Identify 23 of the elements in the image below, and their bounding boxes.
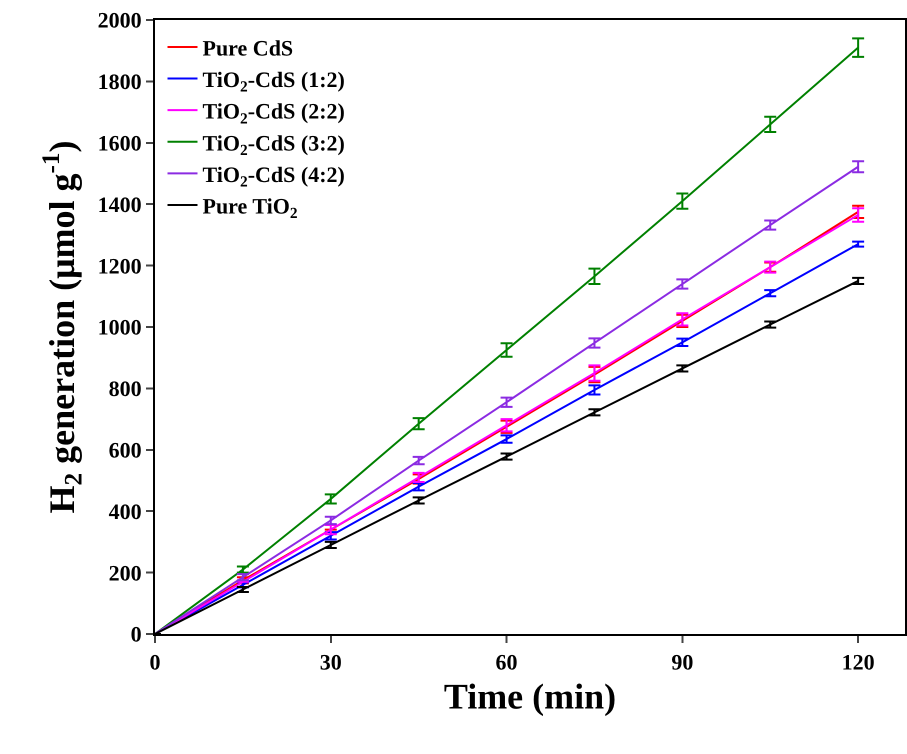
legend-label: TiO$_{2}$-CdS (2:2) [202, 98, 345, 128]
legend-label: TiO$_{2}$-CdS (3:2) [202, 130, 345, 159]
y-tick-label: 600 [108, 438, 142, 462]
x-axis-title: Time (min) [444, 676, 616, 717]
legend-label: TiO$_{2}$-CdS (1:2) [202, 67, 345, 96]
y-tick-label: 1600 [98, 130, 142, 156]
y-tick-label: 0 [130, 622, 142, 647]
x-tick-label: 30 [320, 649, 342, 674]
y-tick-label: 2000 [98, 8, 142, 33]
y-tick-label: 800 [108, 376, 142, 402]
y-tick-label: 1400 [98, 192, 142, 217]
y-tick-label: 1000 [98, 314, 142, 340]
x-tick-label: 0 [150, 649, 160, 674]
y-tick-label: 1200 [98, 253, 142, 278]
y-tick-label: 400 [108, 498, 142, 524]
y-tick-label: 1800 [98, 69, 142, 94]
x-tick-label: 120 [842, 649, 875, 674]
x-tick-label: 60 [496, 649, 518, 674]
legend-label: Pure TiO$_{2}$ [202, 194, 298, 222]
legend-label: TiO$_{2}$-CdS (4:2) [202, 162, 345, 191]
x-tick-label: 90 [671, 649, 694, 674]
y-tick-label: 200 [108, 560, 142, 586]
legend-label: Pure CdS [202, 36, 294, 61]
